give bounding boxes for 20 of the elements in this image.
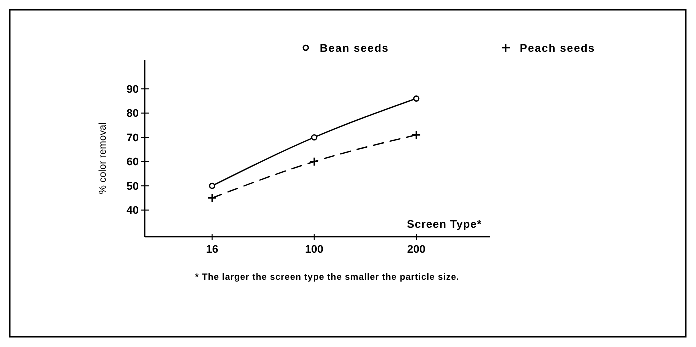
y-tick-label: 40 xyxy=(126,205,139,218)
point xyxy=(208,194,218,203)
point xyxy=(311,134,318,141)
y-tick-label: 80 xyxy=(126,108,139,120)
x-axis-title: Screen Type* xyxy=(407,219,482,231)
point xyxy=(310,157,320,166)
x-tick-label: 16 xyxy=(206,244,218,256)
y-tick-label: 50 xyxy=(126,180,139,193)
y-tick-label: 70 xyxy=(126,132,139,144)
text: * The larger the screen type the smaller the particle size. xyxy=(195,272,460,282)
point xyxy=(413,96,420,102)
legend-label: Peach seeds xyxy=(520,42,596,55)
point xyxy=(412,130,422,140)
legend-label: Bean seeds xyxy=(320,42,390,55)
y-tick-label: 90 xyxy=(126,84,139,96)
x-tick-label: 200 xyxy=(407,244,426,256)
y-tick-label: 60 xyxy=(126,156,139,169)
x-tick-label: 100 xyxy=(305,244,324,256)
point xyxy=(209,182,216,190)
y-axis-title: % color removal xyxy=(98,122,109,194)
